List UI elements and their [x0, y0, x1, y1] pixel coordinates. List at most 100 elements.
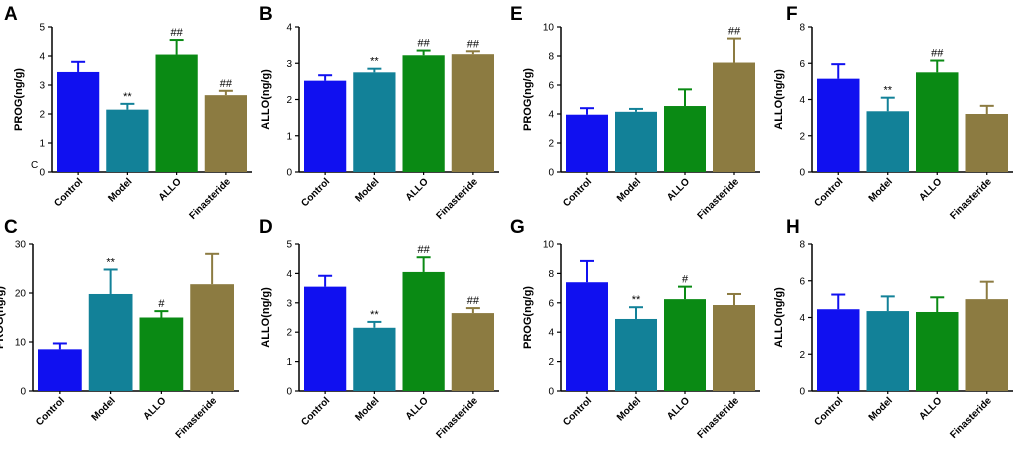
category-label: Finasteride — [174, 395, 220, 441]
category-label: Model — [106, 176, 134, 204]
category-label: Model — [867, 176, 895, 204]
y-tick-label: 2 — [548, 139, 554, 150]
y-tick-label: 2 — [799, 350, 805, 361]
y-tick-label: 2 — [286, 95, 292, 106]
panel-e: E 0 2 4 6 8 10 PROG(ng/g) Control Model ALLO ## Fina… — [510, 4, 760, 222]
y-tick-label: 10 — [543, 23, 555, 34]
panel-a: A 0 1 2 3 4 5 PROG(ng/g) Control ** Model ## ALLO ## F… — [4, 4, 252, 222]
y-tick-label: 8 — [799, 240, 805, 251]
bar-model — [615, 111, 657, 172]
panel-letter-d: D — [259, 217, 273, 238]
bar-model — [106, 109, 149, 172]
category-label: ALLO — [665, 176, 692, 203]
y-tick-label: 6 — [548, 298, 554, 309]
significance-label: ## — [171, 27, 184, 39]
category-label: Model — [353, 176, 381, 204]
panel-f: F 0 2 4 6 8 ALLO(ng/g) Control ** Model ## ALLO Fina… — [773, 4, 1013, 222]
category-label: Model — [867, 395, 895, 423]
category-label: Finasteride — [948, 395, 994, 441]
y-tick-label: 4 — [39, 52, 45, 63]
y-tick-label: 2 — [548, 357, 554, 368]
y-tick-label: 1 — [39, 139, 45, 150]
bar-allo — [916, 311, 959, 391]
bar-allo — [155, 54, 198, 172]
panel-letter-e: E — [510, 4, 523, 25]
category-label: Model — [353, 395, 381, 423]
y-tick-label: 3 — [286, 298, 292, 309]
y-tick-label: 8 — [799, 23, 805, 34]
y-tick-label: 0 — [20, 387, 26, 398]
panel-b: B 0 1 2 3 4 ALLO(ng/g) Control ** Model ## ALLO ## Fi… — [259, 4, 499, 222]
y-tick-label: 10 — [543, 240, 555, 251]
y-tick-label: 2 — [799, 131, 805, 142]
y-axis-label: ALLO(ng/g) — [260, 69, 272, 130]
category-label: Control — [299, 395, 332, 428]
bar-control — [817, 309, 860, 391]
y-tick-label: 0 — [799, 387, 805, 398]
category-label: ALLO — [917, 395, 944, 422]
category-label: Control — [34, 395, 67, 428]
y-tick-label: 30 — [15, 240, 27, 251]
panel-h: H 0 2 4 6 8 ALLO(ng/g) Control Model ALLO Finaster… — [773, 217, 1013, 441]
significance-label: ## — [418, 244, 431, 256]
panel-letter-f: F — [786, 4, 798, 25]
significance-label: ## — [467, 295, 480, 307]
bar-model — [88, 293, 133, 391]
significance-label: ## — [418, 38, 431, 50]
category-label: Finasteride — [948, 176, 994, 222]
significance-label: ** — [370, 56, 379, 68]
bar-allo — [402, 271, 445, 391]
bar-model — [353, 327, 396, 391]
category-label: ALLO — [141, 395, 168, 422]
significance-label: ## — [728, 26, 741, 38]
significance-label: ** — [370, 309, 379, 321]
y-tick-label: 3 — [286, 59, 292, 70]
significance-label: ## — [931, 48, 944, 60]
y-tick-label: 3 — [39, 81, 45, 92]
y-tick-label: 2 — [39, 110, 45, 121]
y-axis-label: ALLO(ng/g) — [260, 287, 272, 348]
bar-finasteride — [965, 114, 1008, 172]
y-tick-label: 10 — [15, 338, 27, 349]
category-label: Control — [812, 176, 845, 209]
bar-allo — [139, 317, 184, 391]
bar-finasteride — [451, 54, 494, 172]
bar-model — [866, 311, 909, 391]
category-label: Finasteride — [187, 176, 233, 222]
bar-finasteride — [965, 299, 1008, 391]
bar-finasteride — [451, 313, 494, 391]
y-axis-label: PROG(ng/g) — [13, 68, 25, 131]
bar-allo — [916, 72, 959, 172]
bar-allo — [664, 106, 706, 172]
panel-d: D 0 1 2 3 4 5 ALLO(ng/g) Control ** Model ## ALLO ## F… — [259, 217, 499, 441]
category-label: ALLO — [917, 176, 944, 203]
y-axis-label: ALLO(ng/g) — [773, 287, 785, 348]
y-tick-label: 5 — [39, 23, 45, 34]
category-label: ALLO — [157, 176, 184, 203]
stray-text: C — [31, 160, 38, 171]
y-tick-label: 4 — [286, 269, 292, 280]
category-label: Control — [52, 176, 85, 209]
panel-letter-c: C — [4, 217, 18, 238]
y-tick-label: 0 — [548, 387, 554, 398]
y-tick-label: 1 — [286, 131, 292, 142]
bar-allo — [664, 299, 706, 391]
significance-label: # — [682, 274, 689, 286]
y-tick-label: 4 — [548, 328, 554, 339]
y-tick-label: 0 — [286, 168, 292, 179]
category-label: Control — [812, 395, 845, 428]
bar-finasteride — [713, 62, 755, 172]
significance-label: ## — [467, 38, 480, 50]
category-label: Finasteride — [434, 395, 480, 441]
y-tick-label: 0 — [286, 387, 292, 398]
panel-letter-g: G — [510, 217, 525, 238]
significance-label: # — [158, 298, 165, 310]
bar-control — [57, 71, 100, 172]
y-axis-label: ALLO(ng/g) — [773, 69, 785, 130]
bar-finasteride — [190, 284, 234, 391]
y-tick-label: 6 — [548, 81, 554, 92]
category-label: Finasteride — [434, 176, 480, 222]
y-tick-label: 0 — [799, 168, 805, 179]
y-tick-label: 6 — [799, 276, 805, 287]
y-tick-label: 20 — [15, 289, 27, 300]
